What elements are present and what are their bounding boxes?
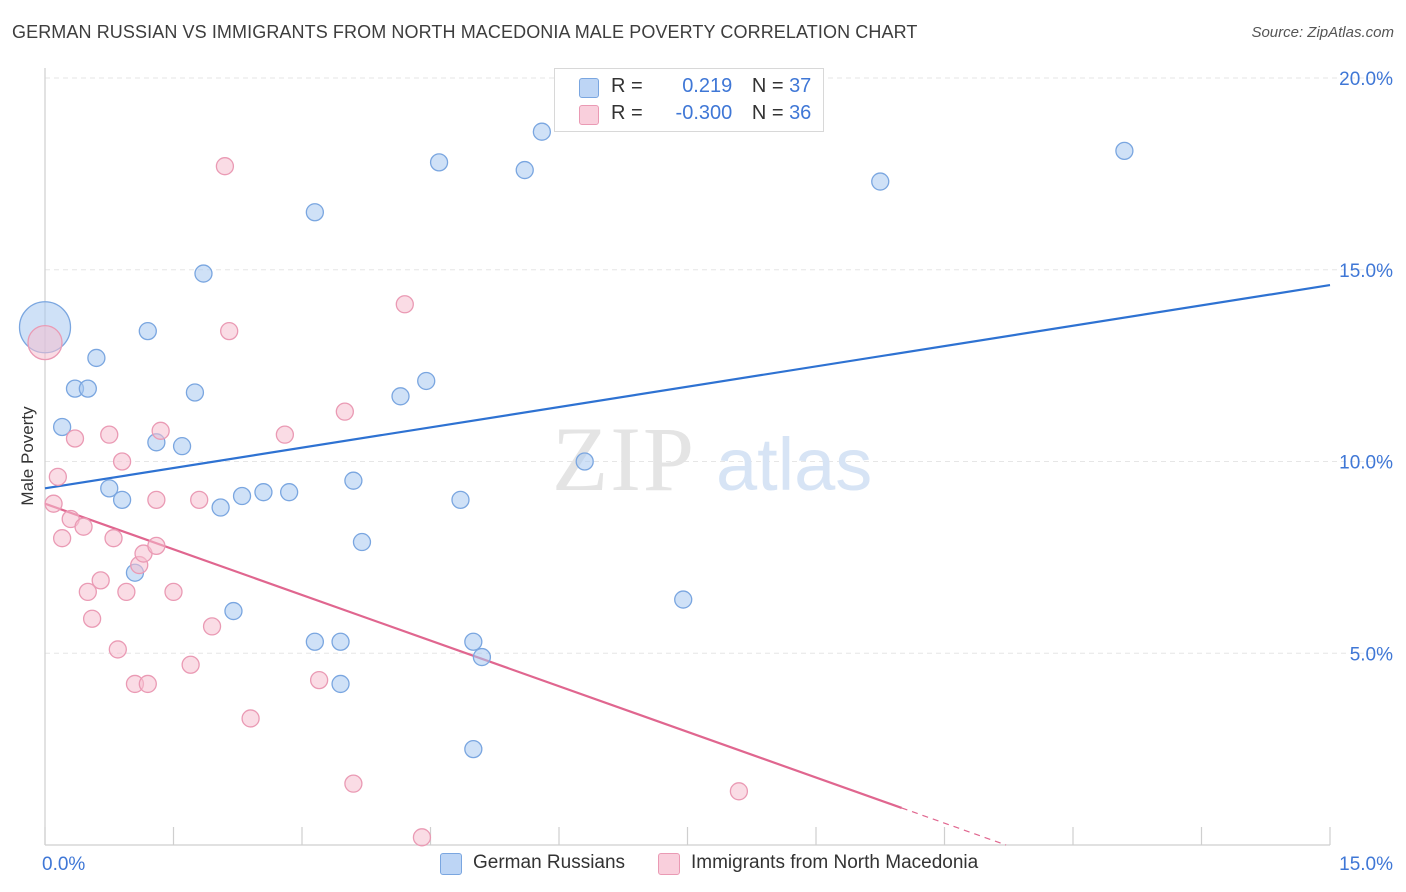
- german-russians-point: [52, 417, 72, 437]
- macedonia-point: [27, 324, 63, 361]
- legend-n-label: N =: [751, 75, 784, 97]
- german-russians-point: [575, 452, 594, 471]
- macedonia-point: [147, 536, 166, 556]
- macedonia-legend-label: Immigrants from North Macedonia: [691, 852, 979, 873]
- macedonia-point: [108, 640, 127, 659]
- trend-lines: [44, 284, 1331, 846]
- german-russians-point: [417, 371, 436, 391]
- german-russians-point: [185, 383, 205, 402]
- x-tick-label: 0.0%: [42, 854, 85, 875]
- macedonia-point: [190, 490, 209, 510]
- german-russians-point: [344, 471, 363, 490]
- german-russians-point: [87, 348, 106, 368]
- macedonia-legend-swatch: [658, 853, 680, 875]
- macedonia-point: [91, 571, 110, 590]
- german-russians-point: [254, 483, 273, 502]
- macedonia-point: [112, 452, 132, 471]
- german-russians-point: [172, 437, 192, 456]
- german-russians-point: [391, 387, 410, 406]
- german-russians-point: [194, 264, 213, 283]
- macedonia-point: [117, 582, 136, 602]
- german-russians-legend-label: German Russians: [473, 852, 626, 873]
- german-russians-point: [1115, 141, 1134, 161]
- macedonia-point: [147, 490, 166, 510]
- german-russians-point: [472, 647, 492, 667]
- german-russians-point: [871, 172, 890, 191]
- y-tick-label: 15.0%: [1339, 261, 1393, 282]
- macedonia-point: [220, 321, 239, 341]
- german-russians-point: [224, 601, 243, 621]
- macedonia-swatch: [579, 105, 599, 125]
- german-russians-point: [279, 483, 299, 502]
- macedonia-point: [104, 529, 123, 548]
- axes: [44, 68, 1331, 846]
- macedonia-point: [202, 617, 222, 636]
- macedonia-point: [48, 467, 67, 486]
- german-russians-point: [464, 739, 483, 759]
- macedonia-point: [44, 494, 63, 513]
- legend-r-value: 0.219: [682, 75, 733, 97]
- y-tick-label: 20.0%: [1339, 69, 1393, 90]
- macedonia-point: [74, 517, 93, 536]
- legend-r-value: -0.300: [675, 102, 733, 124]
- german-russians-point: [352, 532, 372, 552]
- macedonia-point: [138, 674, 157, 694]
- macedonia-point: [335, 402, 354, 421]
- x-tick-label: 15.0%: [1339, 854, 1393, 875]
- y-tick-label: 10.0%: [1339, 453, 1393, 474]
- macedonia-point: [275, 425, 295, 444]
- grid-lines: [45, 77, 1395, 654]
- macedonia-point: [309, 670, 329, 690]
- tick-labels: 5.0% 10.0% 15.0% 20.0% 0.0% 15.0%: [42, 69, 1393, 875]
- german-russians-point: [464, 632, 483, 651]
- macedonia-trend-extension: [901, 807, 1007, 846]
- macedonia-point: [82, 609, 102, 628]
- german-russians-point: [451, 490, 470, 510]
- german-russians-swatch: [579, 78, 599, 98]
- macedonia-point: [729, 782, 749, 801]
- german-russians-point: [78, 379, 97, 398]
- german-russians-point: [674, 590, 693, 609]
- chart-title: GERMAN RUSSIAN VS IMMIGRANTS FROM NORTH …: [12, 22, 918, 42]
- macedonia-point: [78, 582, 97, 602]
- macedonia-point: [100, 425, 119, 444]
- macedonia-point: [241, 709, 260, 728]
- german-russians-point: [100, 479, 119, 498]
- german-russians-point: [112, 490, 132, 510]
- german-russians-trend-line: [44, 284, 1331, 490]
- correlation-legend: R = 0.219 N = 37 R = -0.300 N = 36: [554, 68, 824, 132]
- macedonia-point: [52, 529, 72, 548]
- y-tick-label: 5.0%: [1350, 644, 1393, 665]
- data-points: [18, 122, 1134, 847]
- german-russians-point: [138, 321, 157, 341]
- german-russians-point: [305, 203, 325, 222]
- y-axis-label: Male Poverty: [18, 406, 37, 506]
- german-russians-point: [232, 486, 252, 506]
- macedonia-point: [164, 582, 183, 602]
- german-russians-point: [331, 632, 350, 651]
- legend-r-label: R =: [611, 75, 643, 97]
- german-russians-point: [429, 153, 449, 172]
- legend-n-value: 37: [789, 75, 812, 97]
- watermark-atlas: atlas: [716, 423, 872, 506]
- macedonia-point: [412, 828, 432, 847]
- macedonia-point: [65, 429, 85, 448]
- watermark-zip: ZIP: [552, 408, 696, 510]
- german-russians-point: [305, 632, 325, 651]
- legend-r-label: R =: [611, 102, 643, 124]
- german-russians-point: [532, 122, 552, 141]
- macedonia-point: [181, 655, 200, 674]
- german-russians-legend-swatch: [440, 853, 462, 875]
- german-russians-point: [211, 498, 230, 517]
- macedonia-point: [395, 295, 414, 314]
- german-russians-point: [331, 674, 350, 694]
- macedonia-point: [344, 774, 363, 793]
- legend-n-label: N =: [751, 102, 784, 124]
- macedonia-point: [215, 157, 235, 176]
- macedonia-point: [151, 421, 170, 440]
- legend-n-value: 36: [789, 102, 812, 124]
- german-russians-point: [515, 160, 534, 180]
- source-note: Source: ZipAtlas.com: [1251, 24, 1394, 41]
